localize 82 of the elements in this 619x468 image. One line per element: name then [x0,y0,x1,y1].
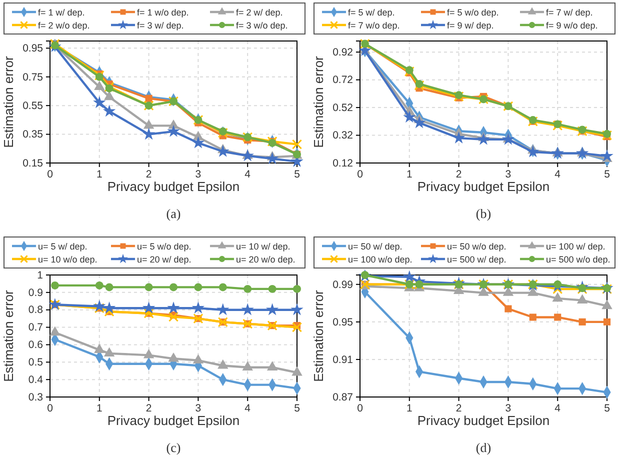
x-tick-label: 0 [357,402,364,414]
legend-label: f= 2 w/ dep. [236,8,283,18]
legend-label: u= 10 w/o dep. [38,254,98,264]
y-tick-label: 0.99 [332,278,354,291]
y-tick-label: 0.35 [22,128,44,141]
y-tick-label: 0.12 [332,157,354,170]
y-axis-title: Estimation error [1,289,16,382]
y-tick-label: 0.3 [28,391,44,404]
x-tick-label: 2 [146,402,152,414]
legend-label: u= 500 w/ dep. [447,254,506,264]
legend-label: u= 20 w/ dep. [137,254,192,264]
x-tick-label: 1 [406,168,412,180]
y-axis-title: Estimation error [311,289,326,382]
x-tick-label: 3 [195,402,202,414]
x-tick-label: 0 [47,402,54,414]
legend-label: u= 50 w/ dep. [348,242,402,252]
y-tick-label: 0.87 [332,391,354,404]
y-tick-label: 0.95 [332,316,354,328]
x-tick-label: 0 [357,168,364,180]
x-tick-label: 2 [146,168,152,180]
x-tick-label: 1 [96,168,102,180]
text: (c) [166,440,181,455]
legend-label: f= 3 w/ dep. [137,20,184,30]
legend-label: u= 20 w/o dep. [236,254,296,264]
y-tick-label: 0.95 [22,42,44,55]
x-tick-label: 0 [47,168,54,180]
y-tick-label: 0.91 [332,354,354,366]
legend-label: f= 5 w/ dep. [348,8,395,18]
legend-label: f= 5 w/o dep. [447,8,499,18]
x-axis-title: Privacy budget Epsilon [417,179,550,194]
y-tick-label: 0.6 [28,339,44,352]
x-tick-label: 5 [294,168,300,180]
legend-label: f= 2 w/o dep. [38,20,90,30]
y-tick-label: 0.15 [22,157,44,170]
x-tick-label: 5 [604,402,610,414]
legend-label: f= 9 w/o dep. [546,20,598,30]
legend-label: u= 5 w/ dep. [38,242,88,252]
x-tick-label: 3 [505,402,512,414]
x-tick-label: 4 [244,402,251,414]
y-tick-label: 0.52 [332,102,354,114]
y-tick-label: 0.92 [332,46,354,58]
legend-label: u= 5 w/o dep. [137,242,192,252]
y-axis-title: Estimation error [311,55,326,148]
legend-label: u= 500 w/o dep. [546,254,610,264]
x-axis-title: Privacy budget Epsilon [107,179,240,194]
y-tick-label: 0.32 [332,130,354,142]
legend-label: f= 3 w/o dep. [236,20,288,30]
y-tick-label: 0.9 [28,286,44,299]
x-tick-label: 4 [554,168,561,180]
y-tick-label: 0.7 [28,322,44,334]
legend-label: f= 9 w/ dep. [447,20,494,30]
y-axis-title: Estimation error [1,55,16,148]
y-tick-label: 0.5 [28,356,44,369]
y-tick-label: 0.8 [28,304,44,316]
y-tick-label: 1 [37,269,44,282]
text: (d) [476,440,492,455]
y-tick-label: 0.55 [22,100,44,112]
x-tick-label: 3 [505,168,512,180]
x-tick-label: 5 [604,168,610,180]
text: (a) [166,206,181,221]
legend-label: f= 1 w/ dep. [38,8,85,18]
y-tick-label: 0.75 [22,71,44,84]
x-tick-label: 2 [456,402,462,414]
x-tick-label: 4 [244,168,251,180]
x-tick-label: 3 [195,168,202,180]
legend-label: f= 1 w/o dep. [137,8,189,18]
legend-label: u= 10 w/ dep. [236,242,290,252]
y-tick-label: 0.72 [332,74,354,86]
legend-label: f= 7 w/o dep. [348,20,400,30]
legend-label: f= 7 w/ dep. [546,8,593,18]
legend-label: u= 100 w/ dep. [546,242,606,252]
x-axis-title: Privacy budget Epsilon [417,413,550,428]
x-tick-label: 1 [406,402,412,414]
x-tick-label: 4 [554,402,561,414]
legend-label: u= 100 w/o dep. [348,254,412,264]
x-axis-title: Privacy budget Epsilon [107,413,240,428]
x-tick-label: 1 [96,402,102,414]
y-tick-label: 0.4 [28,374,44,386]
legend-label: u= 50 w/o dep. [447,242,506,252]
x-tick-label: 5 [294,402,300,414]
text: (b) [476,206,492,221]
x-tick-label: 2 [456,168,462,180]
